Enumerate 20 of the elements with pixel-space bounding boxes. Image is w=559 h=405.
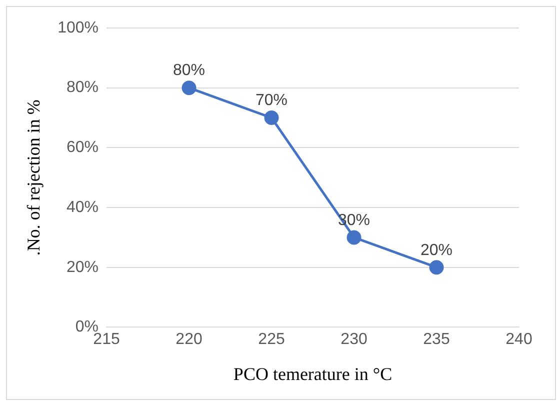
x-axis-title: PCO temerature in °C [233,364,392,384]
x-tick-label: 235 [423,331,450,348]
data-label: 70% [255,92,288,110]
y-tick-label: 80% [66,79,99,96]
x-tick-label: 225 [258,331,285,348]
point [429,260,444,275]
data-label: 20% [420,242,453,259]
x-tick-label: 215 [93,331,120,348]
y-tick-label: 40% [66,198,99,216]
x-tick-label: 220 [176,331,202,348]
point [346,230,362,245]
x-tick-label: 230 [340,331,368,348]
y-axis-title: .No. of rejection in % [24,100,44,256]
y-tick-label: 60% [66,139,99,156]
y-tick-label: 20% [66,258,99,276]
point [264,110,279,126]
data-label: 80% [173,62,206,80]
y-tick-label: 100% [58,19,99,36]
x-tick-label: 240 [506,331,532,348]
point [182,80,196,96]
